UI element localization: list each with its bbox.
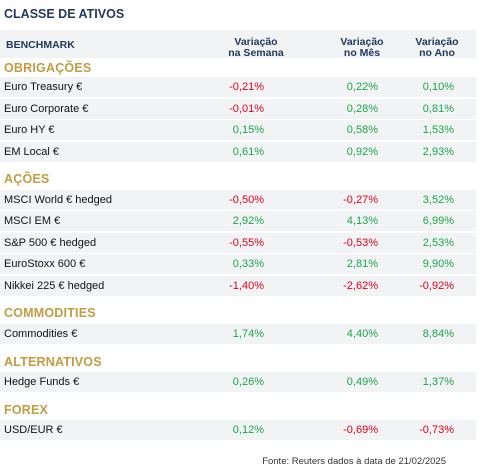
month-value: 0,58%	[346, 124, 378, 136]
week-value: 0,33%	[232, 258, 264, 270]
week-change-header-line2: na Semana	[228, 47, 284, 59]
year-change-header: Variação no Ano	[404, 37, 470, 59]
week-value: 0,61%	[232, 146, 264, 158]
table-row: Euro Corporate € -0,01% 0,28% 0,81%	[0, 99, 476, 119]
table-header: BENCHMARK Variação na Semana Variação no…	[0, 30, 476, 59]
month-value: 4,13%	[346, 215, 378, 227]
year-value: 0,81%	[422, 103, 454, 115]
year-value: 2,93%	[422, 146, 454, 158]
week-value: -0,21%	[229, 81, 264, 93]
week-value: 2,92%	[232, 215, 264, 227]
week-value: -0,50%	[229, 194, 264, 206]
row-name: MSCI EM €	[4, 215, 61, 227]
year-value: 6,99%	[422, 215, 454, 227]
row-name: USD/EUR €	[4, 424, 63, 436]
table-row: EM Local € 0,61% 0,92% 2,93%	[0, 142, 476, 162]
year-value: 9,90%	[422, 258, 454, 270]
year-value: 0,10%	[422, 81, 454, 93]
row-name: EuroStoxx 600 €	[4, 258, 86, 270]
month-change-header-line1: Variação	[340, 36, 384, 48]
year-value: 1,53%	[422, 124, 454, 136]
table-row: Euro HY € 0,15% 0,58% 1,53%	[0, 120, 476, 140]
row-name: Euro Treasury €	[4, 81, 83, 93]
section-title-commodities: COMMODITIES	[4, 306, 96, 320]
page-title: CLASSE DE ATIVOS	[4, 7, 125, 21]
year-change-header-line2: no Ano	[419, 47, 455, 59]
week-value: 0,12%	[232, 424, 264, 436]
table-row: MSCI EM € 2,92% 4,13% 6,99%	[0, 211, 476, 231]
year-value: -0,73%	[419, 424, 454, 436]
month-value: 2,81%	[346, 258, 378, 270]
month-value: -0,69%	[343, 424, 378, 436]
row-name: Hedge Funds €	[4, 376, 80, 388]
row-name: Euro HY €	[4, 124, 55, 136]
table-row: Hedge Funds € 0,26% 0,49% 1,37%	[0, 372, 476, 392]
week-value: 0,26%	[232, 376, 264, 388]
table-row: S&P 500 € hedged -0,55% -0,53% 2,53%	[0, 233, 476, 253]
row-name: Euro Corporate €	[4, 103, 89, 115]
month-change-header: Variação no Mês	[318, 37, 406, 59]
table-row: USD/EUR € 0,12% -0,69% -0,73%	[0, 420, 476, 440]
table-row: Nikkei 225 € hedged -1,40% -2,62% -0,92%	[0, 276, 476, 296]
year-value: 3,52%	[422, 194, 454, 206]
row-name: MSCI World € hedged	[4, 194, 113, 206]
week-value: -0,55%	[229, 237, 264, 249]
benchmark-header: BENCHMARK	[6, 39, 75, 51]
month-value: -0,53%	[343, 237, 378, 249]
section-title-bonds: OBRIGAÇÕES	[4, 61, 92, 75]
row-name: S&P 500 € hedged	[4, 237, 97, 249]
month-value: 0,22%	[346, 81, 378, 93]
week-change-header-line1: Variação	[234, 36, 278, 48]
section-title-equities: AÇÕES	[4, 172, 50, 186]
week-value: -0,01%	[229, 103, 264, 115]
month-value: 0,92%	[346, 146, 378, 158]
week-value: -1,40%	[229, 280, 264, 292]
month-value: 0,28%	[346, 103, 378, 115]
year-value: 2,53%	[422, 237, 454, 249]
row-name: Commodities €	[4, 328, 78, 340]
month-change-header-line2: no Mês	[343, 47, 381, 59]
week-value: 0,15%	[232, 124, 264, 136]
table-row: MSCI World € hedged -0,50% -0,27% 3,52%	[0, 190, 476, 210]
section-title-alternatives: ALTERNATIVOS	[4, 355, 102, 369]
week-change-header: Variação na Semana	[200, 37, 312, 59]
row-name: Nikkei 225 € hedged	[4, 280, 105, 292]
month-value: -2,62%	[343, 280, 378, 292]
year-change-header-line1: Variação	[415, 36, 459, 48]
month-value: -0,27%	[343, 194, 378, 206]
row-name: EM Local €	[4, 146, 60, 158]
table-row: EuroStoxx 600 € 0,33% 2,81% 9,90%	[0, 254, 476, 274]
year-value: 1,37%	[422, 376, 454, 388]
year-value: 8,84%	[422, 328, 454, 340]
source-note: Fonte: Reuters dados à data de 21/02/202…	[262, 456, 446, 467]
year-value: -0,92%	[419, 280, 454, 292]
table-row: Euro Treasury € -0,21% 0,22% 0,10%	[0, 77, 476, 97]
month-value: 4,40%	[346, 328, 378, 340]
week-value: 1,74%	[232, 328, 264, 340]
section-title-forex: FOREX	[4, 403, 49, 417]
month-value: 0,49%	[346, 376, 378, 388]
table-row: Commodities € 1,74% 4,40% 8,84%	[0, 324, 476, 344]
